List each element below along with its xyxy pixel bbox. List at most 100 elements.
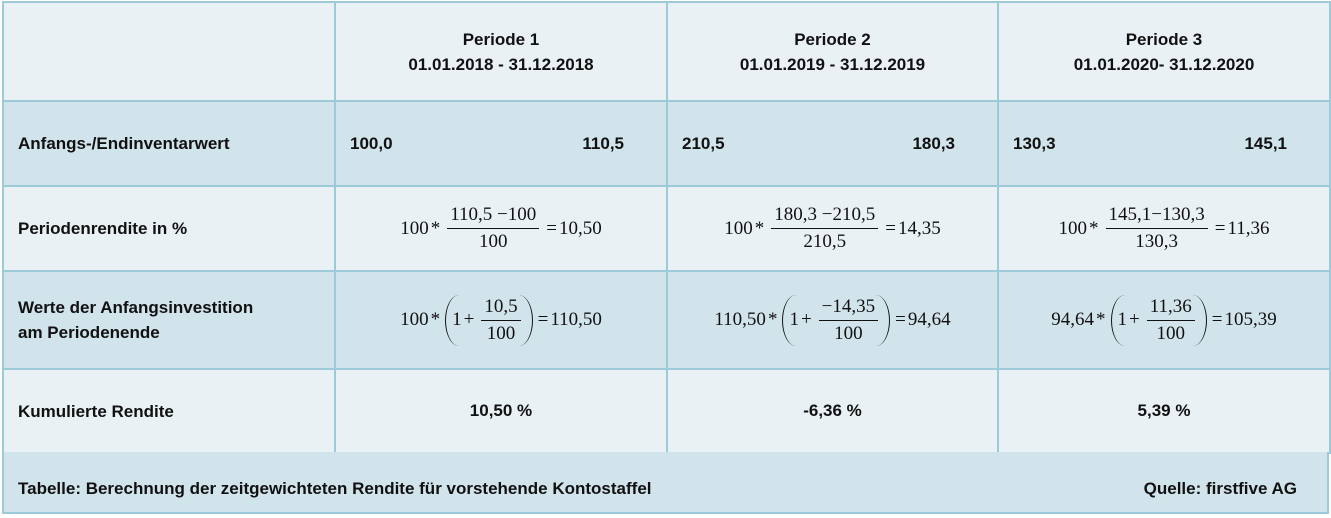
- cumulative-row: Kumulierte Rendite 10,50 % -6,36 % 5,39 …: [2, 368, 1331, 454]
- formula-parentheses: 1 + −14,35 100: [782, 294, 891, 346]
- investment-formula-1: 100 * 1 + 10,5 100 = 110,50: [400, 294, 602, 346]
- investment-formula-2: 110,50 * 1 + −14,35 100 = 94,64: [714, 294, 951, 346]
- formula-one: 1: [452, 309, 462, 330]
- inventory-cell-1: 100,0 110,5: [334, 100, 668, 187]
- fraction-denominator: 100: [486, 322, 516, 344]
- investment-cell-3: 94,64 * 1 + 11,36 100 = 105,39: [997, 270, 1331, 370]
- formula-equals: =: [885, 217, 896, 239]
- formula-fraction: 11,36 100: [1146, 296, 1195, 344]
- formula-fraction: 110,5 −100 100: [447, 205, 540, 252]
- period-2-header: Periode 2 01.01.2019 - 31.12.2019: [666, 1, 999, 102]
- formula-fraction: 10,5 100: [481, 296, 521, 344]
- formula-equals: =: [537, 309, 549, 330]
- table-caption: Tabelle: Berechnung der zeitgewichteten …: [18, 479, 652, 498]
- investment-cell-2: 110,50 * 1 + −14,35 100 = 94,64: [666, 270, 999, 370]
- cumulative-value-2: -6,36 %: [666, 368, 999, 454]
- formula-plus: +: [1129, 309, 1140, 330]
- inventory-cell-2: 210,5 180,3: [666, 100, 999, 187]
- formula-equals: =: [1211, 309, 1223, 330]
- cumulative-label: Kumulierte Rendite: [2, 368, 336, 454]
- period-3-name: Periode 3: [1125, 29, 1203, 49]
- formula-times: *: [430, 217, 441, 239]
- formula-times: *: [1096, 309, 1106, 330]
- formula-fraction: 145,1−130,3 130,3: [1105, 205, 1208, 252]
- formula-parentheses: 1 + 10,5 100: [445, 294, 533, 346]
- investment-label: Werte der Anfangsinvestition am Perioden…: [2, 270, 336, 370]
- investment-label-line-1: Werte der Anfangsinvestition: [18, 298, 254, 317]
- period-1-name: Periode 1: [462, 29, 540, 49]
- formula-result: 11,36: [1227, 217, 1270, 239]
- formula-factor: 100: [1058, 217, 1088, 239]
- formula-times: *: [1089, 217, 1099, 239]
- fraction-numerator: −14,35: [818, 296, 879, 321]
- fraction-denominator: 100: [1156, 322, 1185, 344]
- fraction-denominator: 210,5: [803, 231, 847, 252]
- formula-parentheses: 1 + 11,36 100: [1110, 294, 1207, 346]
- return-formula-3: 100 * 145,1−130,3 130,3 = 11,36: [1059, 205, 1270, 252]
- return-formula-2: 100 * 180,3 −210,5 210,5 = 14,35: [724, 205, 940, 252]
- table-footer: Tabelle: Berechnung der zeitgewichteten …: [2, 452, 1329, 514]
- fraction-denominator: 100: [479, 231, 508, 252]
- fraction-denominator: 130,3: [1135, 231, 1178, 252]
- formula-factor: 94,64: [1051, 309, 1094, 330]
- inventory-cell-3: 130,3 145,1: [997, 100, 1331, 187]
- cumulative-value-3: 5,39 %: [997, 368, 1331, 454]
- period-1-range: 01.01.2018 - 31.12.2018: [408, 54, 594, 74]
- table-source: Quelle: firstfive AG: [1143, 479, 1297, 498]
- formula-factor: 100: [400, 217, 429, 239]
- fraction-numerator: 110,5 −100: [447, 205, 540, 229]
- formula-one: 1: [1117, 309, 1128, 330]
- return-label: Periodenrendite in %: [2, 185, 336, 272]
- formula-equals: =: [895, 309, 906, 330]
- inventory-end-2: 180,3: [912, 133, 955, 153]
- inventory-start-2: 210,5: [682, 133, 725, 153]
- investment-label-line-2: am Periodenende: [18, 323, 160, 342]
- fraction-numerator: 11,36: [1146, 296, 1195, 321]
- formula-fraction: 180,3 −210,5 210,5: [771, 205, 879, 252]
- fraction-numerator: 145,1−130,3: [1105, 205, 1208, 229]
- inventory-label: Anfangs-/Endinventarwert: [2, 100, 336, 187]
- formula-factor: 100: [400, 309, 429, 330]
- return-formula-1: 100 * 110,5 −100 100 = 10,50: [400, 205, 601, 252]
- formula-times: *: [430, 309, 441, 330]
- inventory-start-1: 100,0: [350, 133, 393, 153]
- formula-factor: 110,50: [714, 309, 766, 330]
- formula-plus: +: [800, 309, 812, 330]
- formula-result: 10,50: [558, 217, 602, 239]
- formula-one: 1: [789, 309, 799, 330]
- inventory-end-3: 145,1: [1244, 133, 1287, 153]
- header-empty-cell: [2, 1, 336, 102]
- period-1-header: Periode 1 01.01.2018 - 31.12.2018: [334, 1, 668, 102]
- formula-fraction: −14,35 100: [818, 296, 879, 344]
- inventory-row: Anfangs-/Endinventarwert 100,0 110,5 210…: [2, 100, 1331, 187]
- formula-result: 94,64: [907, 309, 951, 330]
- period-3-range: 01.01.2020- 31.12.2020: [1073, 54, 1255, 74]
- formula-result: 110,50: [550, 309, 602, 330]
- formula-equals: =: [1214, 217, 1226, 239]
- investment-cell-1: 100 * 1 + 10,5 100 = 110,50: [334, 270, 668, 370]
- formula-result: 105,39: [1224, 309, 1277, 330]
- formula-equals: =: [546, 217, 557, 239]
- investment-row: Werte der Anfangsinvestition am Perioden…: [2, 270, 1331, 370]
- investment-formula-3: 94,64 * 1 + 11,36 100 = 105,39: [1051, 294, 1277, 346]
- formula-result: 14,35: [897, 217, 941, 239]
- header-row: Periode 1 01.01.2018 - 31.12.2018 Period…: [2, 1, 1331, 102]
- formula-times: *: [754, 217, 765, 239]
- period-2-name: Periode 2: [794, 29, 871, 49]
- period-2-range: 01.01.2019 - 31.12.2019: [739, 54, 926, 74]
- formula-factor: 100: [724, 217, 753, 239]
- return-cell-1: 100 * 110,5 −100 100 = 10,50: [334, 185, 668, 272]
- return-cell-2: 100 * 180,3 −210,5 210,5 = 14,35: [666, 185, 999, 272]
- inventory-start-3: 130,3: [1013, 133, 1056, 153]
- period-3-header: Periode 3 01.01.2020- 31.12.2020: [997, 1, 1331, 102]
- return-cell-3: 100 * 145,1−130,3 130,3 = 11,36: [997, 185, 1331, 272]
- fraction-denominator: 100: [834, 322, 863, 344]
- formula-times: *: [767, 309, 778, 330]
- return-calculation-table: Periode 1 01.01.2018 - 31.12.2018 Period…: [2, 1, 1331, 454]
- formula-plus: +: [463, 309, 475, 330]
- fraction-numerator: 180,3 −210,5: [771, 205, 879, 229]
- return-row: Periodenrendite in % 100 * 110,5 −100 10…: [2, 185, 1331, 272]
- cumulative-value-1: 10,50 %: [334, 368, 668, 454]
- inventory-end-1: 110,5: [582, 133, 624, 153]
